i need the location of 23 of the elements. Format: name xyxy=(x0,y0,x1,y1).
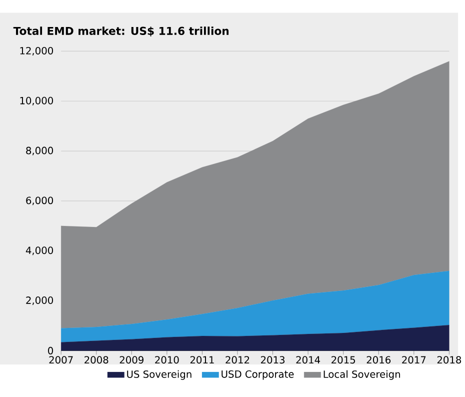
y-tick-label: 2,000 xyxy=(26,296,54,306)
legend-label: USD Corporate xyxy=(222,370,294,380)
y-tick-label: 10,000 xyxy=(20,96,54,106)
y-tick-label: 6,000 xyxy=(26,196,54,206)
chart-title: Total EMD market: US$ 11.6 trillion xyxy=(13,26,229,36)
x-tick-label: 2015 xyxy=(332,356,356,364)
x-tick-label: 2009 xyxy=(120,356,144,364)
x-tick-label: 2012 xyxy=(226,356,250,364)
x-tick-label: 2008 xyxy=(84,356,108,364)
x-tick-label: 2007 xyxy=(49,356,73,364)
x-tick-label: 2017 xyxy=(402,356,426,364)
x-tick-label: 2014 xyxy=(296,356,320,364)
x-tick-label: 2016 xyxy=(366,356,391,364)
y-tick-label: 12,000 xyxy=(20,46,54,56)
x-tick-label: 2018 xyxy=(437,356,462,364)
y-tick-label: 4,000 xyxy=(26,246,54,256)
x-tick-label: 2013 xyxy=(260,356,285,364)
y-tick-label: 8,000 xyxy=(26,146,54,156)
legend-label: Local Sovereign xyxy=(324,370,400,380)
x-tick-label: 2011 xyxy=(190,356,214,364)
legend-label: US Sovereign xyxy=(127,370,192,380)
x-tick-label: 2010 xyxy=(155,356,179,364)
y-tick-label: 0 xyxy=(48,346,54,354)
